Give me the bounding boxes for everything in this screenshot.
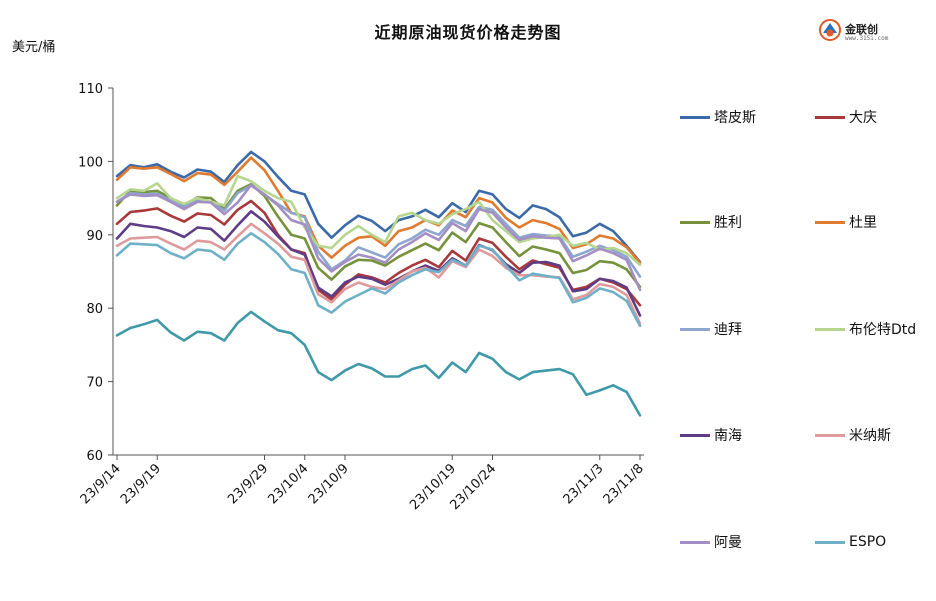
legend-item: ESPO: [815, 533, 886, 551]
legend-swatch: [680, 328, 710, 331]
x-tick-label: 23/10/4: [266, 461, 312, 507]
x-tick-label: 23/11/8: [601, 461, 647, 507]
x-tick-label: 23/9/19: [118, 461, 164, 507]
legend-swatch: [815, 541, 845, 544]
legend-item: 塔皮斯: [680, 108, 756, 126]
legend-label: 南海: [714, 425, 742, 445]
y-tick-label: 110: [78, 82, 103, 97]
legend-swatch: [815, 116, 845, 119]
legend-item: 杜里: [815, 213, 877, 231]
legend-swatch: [680, 221, 710, 224]
x-tick-label: 23/11/3: [561, 461, 607, 507]
series-lines: [117, 152, 640, 416]
y-tick-label: 100: [78, 155, 103, 170]
legend-swatch: [815, 221, 845, 224]
legend-label: 胜利: [714, 212, 742, 232]
legend-label: 米纳斯: [849, 425, 891, 445]
x-tick-label: 23/10/9: [306, 461, 352, 507]
legend-label: 阿曼: [714, 532, 742, 552]
x-tick-label: 23/9/29: [225, 461, 271, 507]
legend-swatch: [680, 434, 710, 437]
y-tick-label: 70: [86, 376, 103, 391]
y-tick-label: 60: [86, 449, 103, 464]
x-tick-label: 23/9/14: [78, 461, 124, 507]
legend-item: 迪拜: [680, 320, 742, 338]
y-tick-label: 90: [86, 229, 103, 244]
legend-item: 布伦特Dtd: [815, 320, 916, 338]
series-line-3: [117, 158, 640, 263]
y-tick-label: 80: [86, 302, 103, 317]
legend-swatch: [815, 434, 845, 437]
legend-label: ESPO: [849, 534, 886, 550]
legend-swatch: [815, 328, 845, 331]
legend-swatch: [680, 541, 710, 544]
series-line-10: [117, 312, 640, 416]
legend-item: 胜利: [680, 213, 742, 231]
legend-label: 大庆: [849, 107, 877, 127]
y-axis: 60 70 80 90 100 110: [78, 82, 113, 464]
legend-label: 杜里: [849, 212, 877, 232]
legend-item: 米纳斯: [815, 426, 891, 444]
legend-item: 大庆: [815, 108, 877, 126]
series-line-0: [117, 152, 640, 262]
legend-label: 塔皮斯: [714, 107, 756, 127]
legend-swatch: [680, 116, 710, 119]
legend-label: 迪拜: [714, 319, 742, 339]
legend-item: 南海: [680, 426, 742, 444]
legend-item: 阿曼: [680, 533, 742, 551]
legend-label: 布伦特Dtd: [849, 319, 916, 339]
